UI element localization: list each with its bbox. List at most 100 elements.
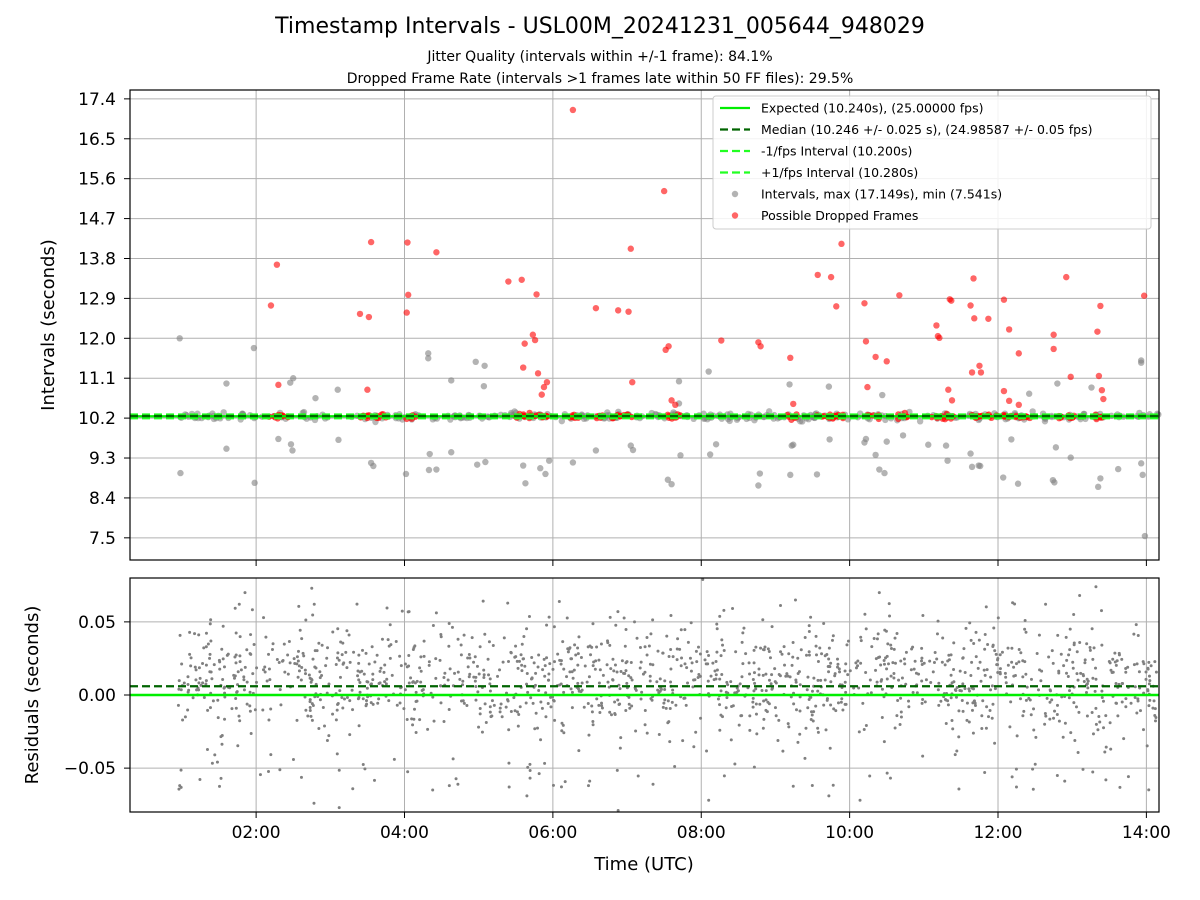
intervals-plot-frame	[129, 89, 1160, 561]
residual-point	[439, 684, 443, 688]
interval-point	[925, 441, 932, 448]
residual-point	[831, 634, 835, 638]
residual-point	[969, 674, 973, 678]
residual-point	[954, 695, 958, 699]
interval-point	[944, 457, 951, 464]
residual-point	[889, 643, 893, 647]
residual-point	[921, 698, 925, 702]
residual-point	[1094, 706, 1098, 710]
residual-point	[537, 772, 541, 776]
residual-point	[412, 717, 416, 721]
residual-point	[1144, 670, 1148, 674]
residual-point	[502, 636, 506, 640]
residual-point	[805, 688, 809, 692]
residual-point	[709, 674, 713, 678]
residual-point	[681, 739, 685, 743]
residual-point	[249, 633, 253, 637]
interval-point	[712, 441, 720, 448]
interval-point	[844, 416, 852, 423]
residual-point	[957, 735, 961, 739]
interval-point	[522, 480, 529, 487]
residual-point	[595, 645, 599, 649]
residual-point	[839, 700, 843, 704]
residual-point	[194, 668, 198, 672]
residual-point	[410, 717, 414, 721]
residual-point	[879, 679, 883, 683]
interval-point	[1054, 380, 1061, 387]
residual-point	[194, 678, 198, 682]
residual-point	[519, 653, 523, 657]
dropped-frame-point	[538, 391, 545, 398]
residual-point	[794, 708, 798, 712]
residual-point	[910, 647, 914, 651]
residual-point	[236, 670, 240, 674]
residual-point	[754, 712, 758, 716]
residual-point	[267, 652, 271, 656]
residual-point	[507, 761, 511, 765]
residual-point	[893, 661, 897, 665]
residual-point	[371, 702, 375, 706]
interval-point	[223, 380, 230, 387]
x-tick-label: 04:00	[380, 823, 429, 843]
residual-point	[1149, 664, 1153, 668]
residual-point	[211, 699, 215, 703]
residual-point	[306, 714, 310, 718]
residual-point	[718, 677, 722, 681]
residual-point	[504, 705, 508, 709]
residual-point	[407, 681, 411, 685]
residual-point	[267, 718, 271, 722]
interval-point	[787, 471, 794, 479]
residual-point	[963, 671, 967, 675]
residual-point	[442, 675, 446, 679]
residual-point	[972, 699, 976, 703]
residual-point	[796, 740, 800, 744]
residual-point	[473, 655, 477, 659]
residual-point	[547, 678, 551, 682]
dropped-frame-point	[718, 337, 725, 344]
residual-point	[734, 650, 738, 654]
residual-point	[506, 601, 510, 605]
residual-point	[803, 635, 807, 639]
residual-point	[377, 682, 381, 686]
y-tick-label: 0.00	[78, 686, 116, 706]
residual-point	[434, 611, 438, 615]
residual-point	[899, 710, 903, 714]
residual-point	[507, 660, 511, 664]
residual-point	[516, 724, 520, 728]
residual-point	[237, 714, 241, 718]
residual-point	[830, 638, 834, 642]
residual-point	[776, 739, 780, 743]
residual-point	[180, 662, 184, 666]
residual-point	[811, 719, 815, 723]
residual-point	[292, 657, 296, 661]
interval-point	[677, 452, 684, 459]
residual-point	[608, 710, 612, 714]
dropped-frame-point	[872, 353, 879, 361]
residual-point	[1147, 704, 1151, 708]
residual-point	[825, 652, 829, 656]
residual-point	[618, 687, 622, 691]
residual-point	[678, 647, 682, 651]
residual-point	[832, 707, 836, 711]
residual-point	[961, 656, 965, 660]
legend-label-minus-fps: -1/fps Interval (10.200s)	[761, 144, 912, 159]
residual-point	[591, 664, 595, 668]
residual-point	[798, 709, 802, 713]
residual-point	[195, 688, 199, 692]
residual-point	[186, 675, 190, 679]
residual-point	[779, 650, 783, 654]
residual-point	[1065, 671, 1069, 675]
residual-point	[787, 652, 791, 656]
dropped-frame-point	[862, 338, 870, 345]
residual-point	[477, 725, 481, 729]
residual-point	[588, 644, 592, 648]
residual-point	[382, 670, 386, 674]
residual-point	[1040, 669, 1044, 673]
residual-point	[1037, 633, 1041, 637]
residual-point	[1109, 747, 1113, 751]
residual-point	[348, 660, 352, 664]
residual-point	[456, 782, 460, 786]
residual-point	[725, 680, 729, 684]
residual-cloud	[176, 599, 1158, 792]
residual-point	[335, 752, 339, 756]
